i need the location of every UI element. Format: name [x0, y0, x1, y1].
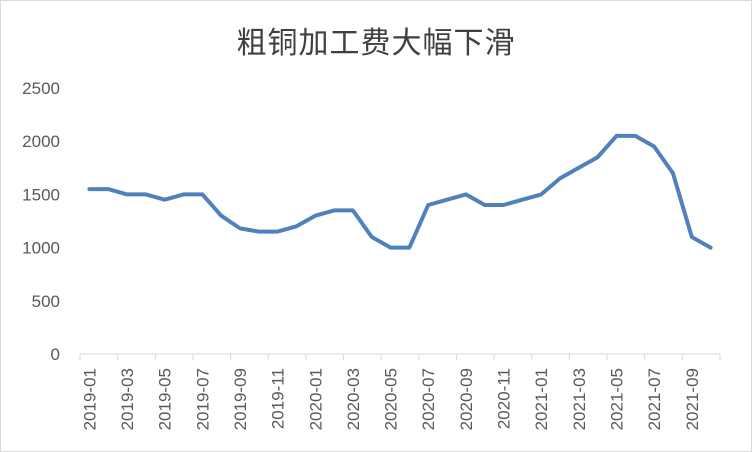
- y-tick-label: 0: [51, 345, 60, 364]
- x-tick-label: 2019-03: [118, 368, 137, 430]
- x-axis: [79, 353, 721, 360]
- x-tick-label: 2019-01: [80, 368, 99, 430]
- x-tick-label: 2020-11: [495, 368, 514, 429]
- x-tick-label: 2020-05: [382, 368, 401, 430]
- x-tick-label: 2021-03: [570, 368, 589, 430]
- y-tick-label: 2500: [22, 79, 60, 98]
- chart-title: 粗铜加工费大幅下滑: [236, 26, 516, 61]
- series-line: [87, 133, 713, 250]
- x-tick-label: 2020-01: [306, 368, 325, 430]
- x-tick-label: 2021-07: [645, 368, 664, 430]
- y-tick-label: 1500: [22, 185, 60, 204]
- x-tick-label: 2021-01: [532, 368, 551, 430]
- y-tick-label: 2000: [22, 132, 60, 151]
- x-axis-ticks: 2019-01 2019-03 2019-05 2019-07 2019-09 2019-…: [80, 368, 701, 430]
- x-tick-label: 2019-05: [156, 368, 175, 430]
- x-tick-label: 2020-07: [419, 368, 438, 430]
- y-tick-label: 500: [32, 292, 60, 311]
- y-tick-label: 1000: [22, 239, 60, 258]
- x-tick-label: 2019-09: [231, 368, 250, 430]
- series-layer: [87, 133, 713, 250]
- x-tick-label: 2019-11: [269, 368, 288, 429]
- x-tick-label: 2021-09: [683, 368, 702, 430]
- y-axis-ticks: 0 500 1000 1500 2000 2500: [22, 79, 60, 364]
- x-tick-label: 2020-09: [457, 368, 476, 430]
- x-tick-label: 2021-05: [607, 368, 626, 430]
- x-tick-label: 2020-03: [344, 368, 363, 430]
- x-tick-label: 2019-07: [193, 368, 212, 430]
